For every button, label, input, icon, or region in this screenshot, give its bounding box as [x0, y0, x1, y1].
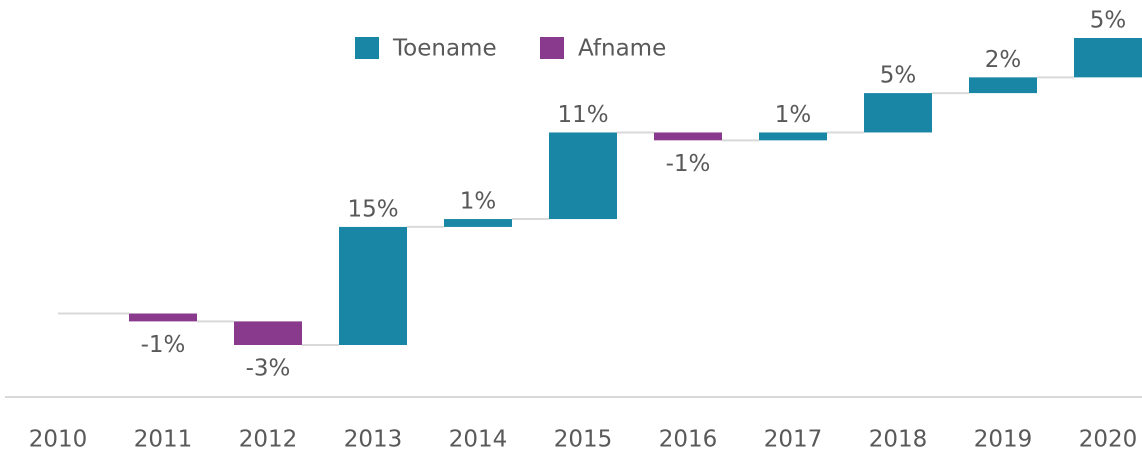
data-label: -1%	[141, 332, 186, 358]
data-label: 2%	[985, 47, 1022, 73]
x-tick-label: 2012	[239, 427, 298, 451]
bar	[549, 132, 617, 220]
legend-label: Toename	[392, 36, 497, 62]
data-label: 1%	[460, 189, 497, 215]
data-label: 5%	[1090, 8, 1127, 34]
bar	[969, 77, 1037, 94]
data-label: -3%	[246, 356, 291, 382]
x-tick-label: 2013	[344, 427, 403, 451]
data-label: 11%	[557, 102, 608, 128]
bar	[339, 226, 407, 345]
x-tick-label: 2010	[29, 427, 88, 451]
x-tick-label: 2019	[974, 427, 1033, 451]
x-tick-label: 2020	[1079, 427, 1138, 451]
data-label: -1%	[666, 151, 711, 177]
legend-swatch	[540, 37, 564, 59]
data-label: 5%	[880, 63, 917, 89]
bar	[759, 132, 827, 141]
legend-swatch	[355, 37, 379, 59]
x-tick-label: 2015	[554, 427, 613, 451]
data-label: 15%	[347, 196, 398, 222]
legend-label: Afname	[578, 36, 666, 62]
x-tick-label: 2018	[869, 427, 928, 451]
x-tick-label: 2017	[764, 427, 823, 451]
bar	[654, 132, 722, 141]
bar	[444, 219, 512, 227]
x-tick-label: 2011	[134, 427, 193, 451]
x-tick-label: 2016	[659, 427, 718, 451]
bar	[864, 93, 932, 133]
x-tick-label: 2014	[449, 427, 508, 451]
bar	[1074, 38, 1142, 78]
bar	[234, 321, 302, 345]
bar	[129, 313, 197, 322]
data-label: 1%	[775, 102, 812, 128]
